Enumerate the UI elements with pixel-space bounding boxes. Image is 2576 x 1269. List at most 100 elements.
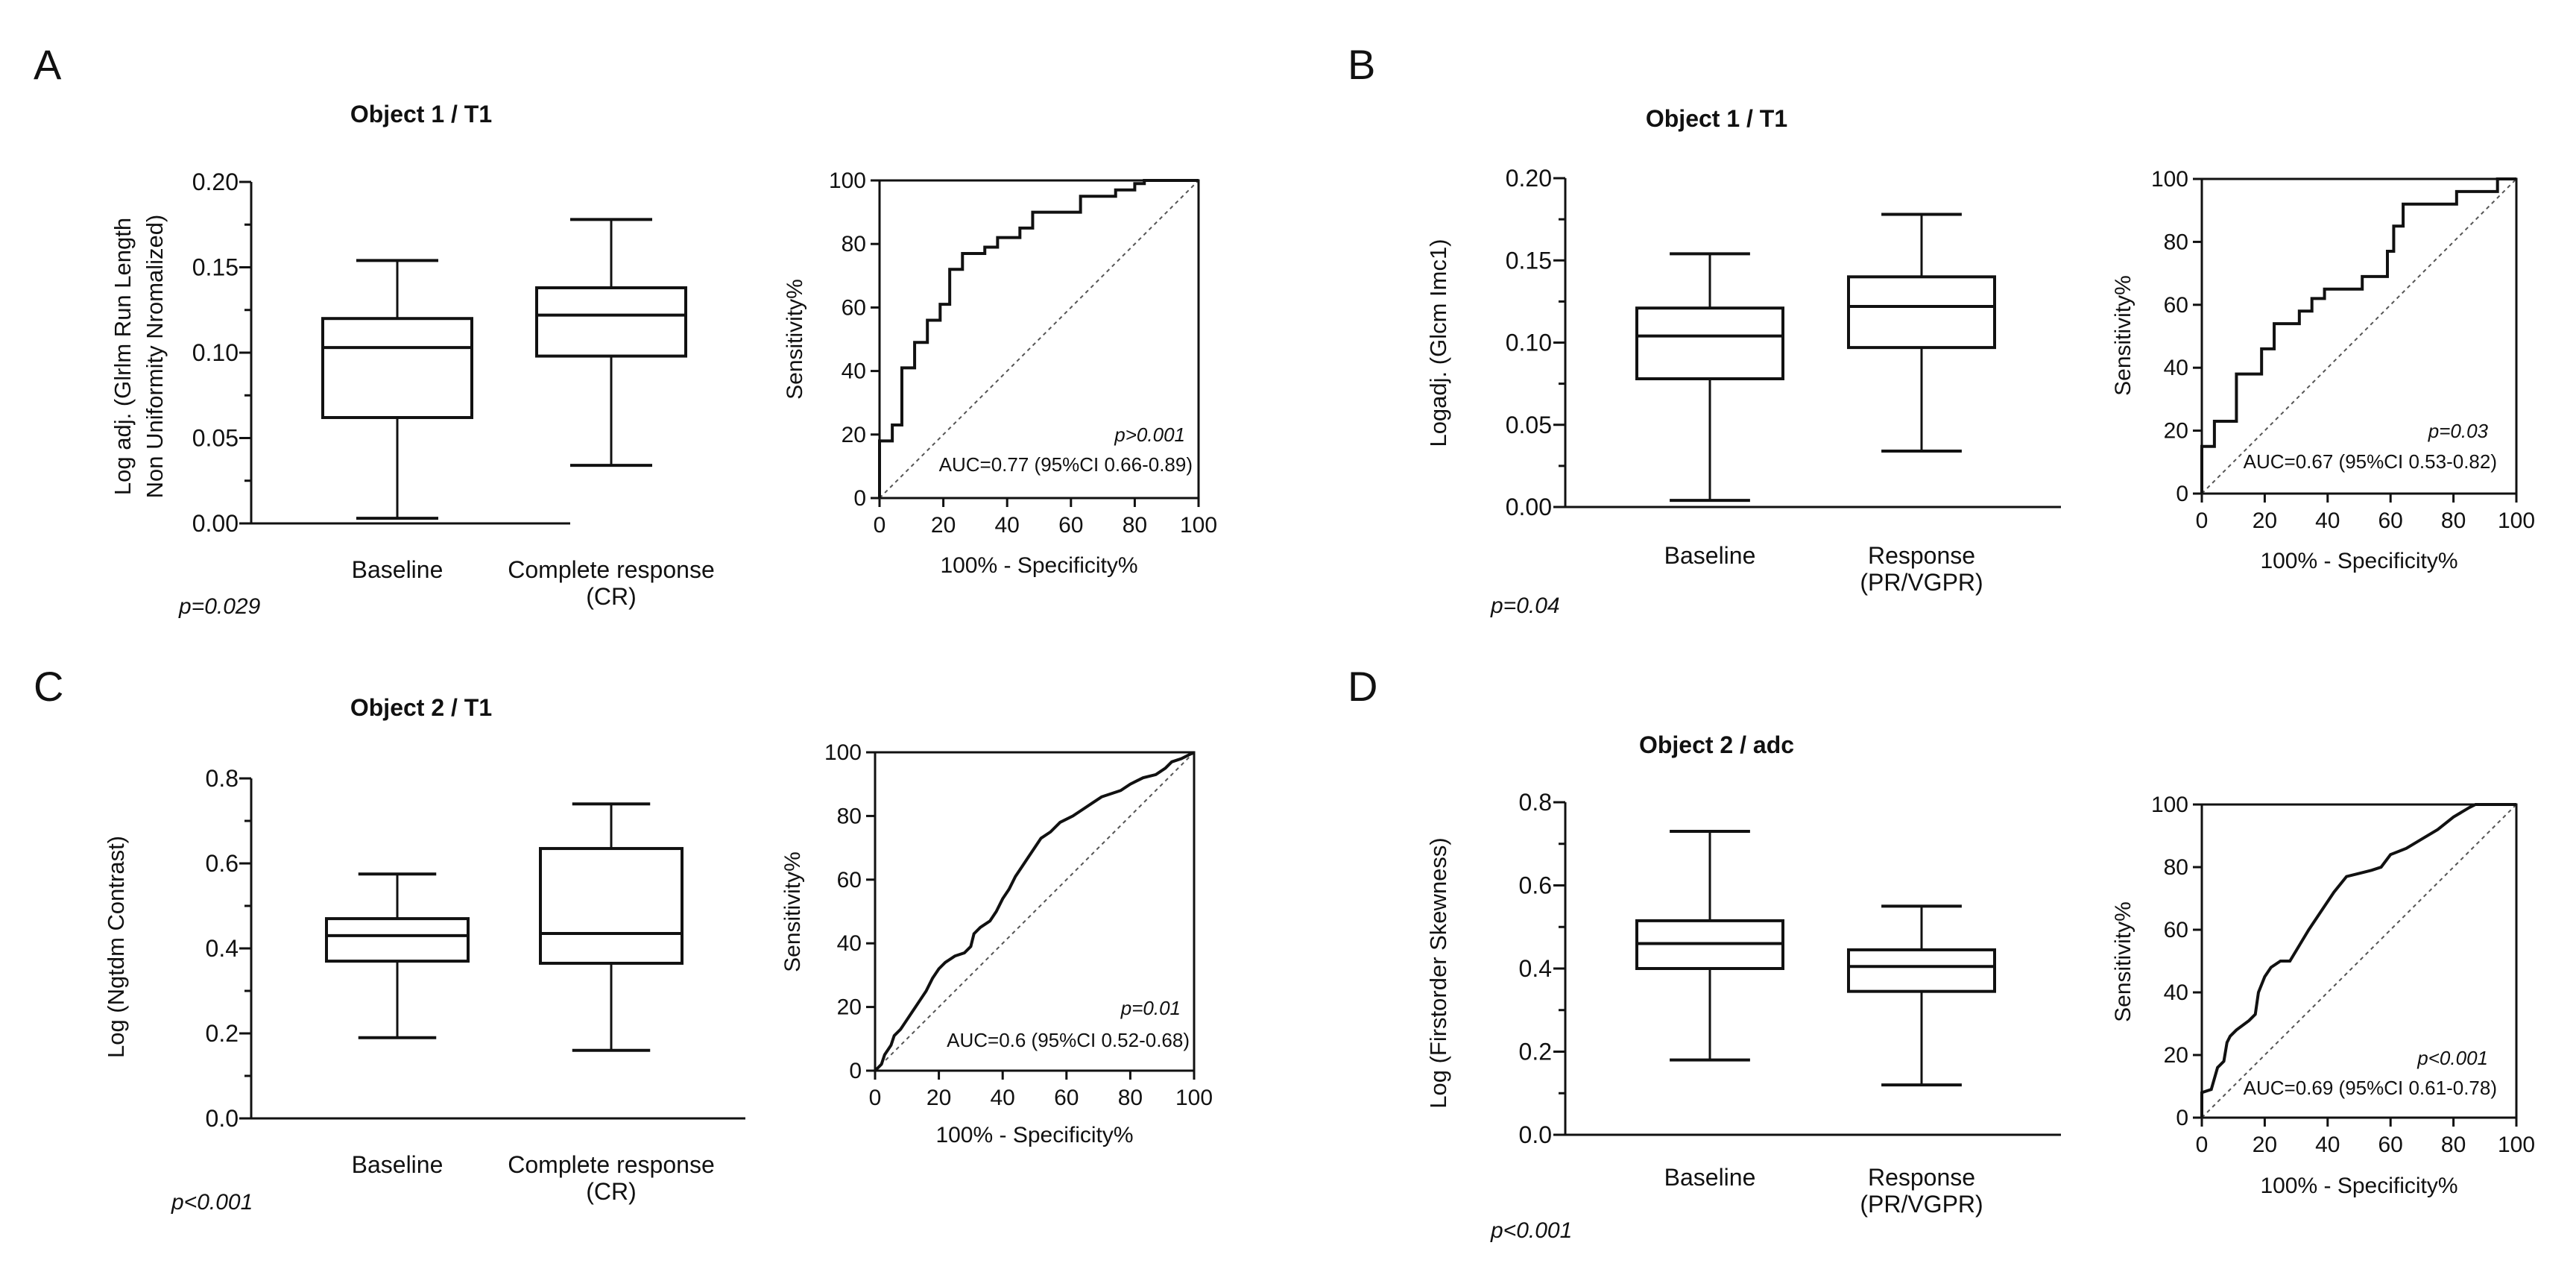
roc-x-tick-label: 40: [991, 1086, 1015, 1110]
roc-y-tick-label: 20: [837, 995, 862, 1020]
panel-title: Object 2 / T1: [350, 694, 492, 721]
roc-x-tick-label: 40: [2315, 508, 2340, 533]
box-category-label: (PR/VGPR): [1860, 1191, 1983, 1218]
roc-y-tick-label: 60: [842, 295, 866, 320]
box-iqr: [1635, 306, 1784, 381]
roc-frame: [874, 751, 1196, 1072]
box-iqr: [1847, 948, 1996, 993]
roc-auc-label: AUC=0.67 (95%CI 0.53-0.82): [2244, 450, 2497, 473]
panel-title: Object 2 / adc: [1639, 731, 1794, 758]
panel-letter-C: C: [34, 663, 63, 710]
roc-p-value: p=0.03: [2428, 420, 2489, 442]
roc-x-tick-label: 60: [2378, 1133, 2403, 1157]
box-y-tick-label: 0.00: [192, 510, 239, 537]
roc-frame: [2200, 177, 2518, 495]
roc-auc-label: AUC=0.77 (95%CI 0.66-0.89): [939, 453, 1193, 476]
box-y-axis-label: Logadj. (Glcm Imc1): [1425, 239, 1451, 447]
panel-title: Object 1 / T1: [1646, 105, 1787, 132]
roc-y-tick-label: 60: [837, 868, 862, 892]
roc-x-axis-label: 100% - Specificity%: [940, 553, 1137, 578]
roc-x-tick-label: 20: [931, 513, 956, 538]
roc-y-axis-label: Sensitivity%: [2111, 275, 2135, 396]
box-y-tick-label: 0.00: [1506, 494, 1552, 520]
roc-x-tick-label: 20: [2253, 508, 2277, 533]
panel-letter-D: D: [1348, 663, 1377, 710]
box-category-label: Response: [1868, 1164, 1975, 1191]
roc-y-tick-label: 60: [2164, 918, 2188, 942]
roc-curve: [2200, 803, 2516, 1118]
box-y-tick-label: 0.15: [192, 254, 239, 281]
roc-curve: [878, 179, 1199, 498]
box-y-tick-label: 0.0: [1519, 1121, 1552, 1148]
roc-y-tick-label: 40: [2164, 980, 2188, 1005]
roc-x-tick-label: 0: [2196, 1133, 2209, 1157]
roc-y-tick-label: 20: [842, 423, 866, 447]
roc-y-tick-label: 80: [837, 804, 862, 828]
roc-frame: [878, 179, 1200, 500]
box-y-tick-label: 0.8: [1519, 789, 1552, 816]
roc-x-axis-label: 100% - Specificity%: [2260, 549, 2457, 573]
panel-letter-A: A: [34, 41, 62, 88]
roc-x-tick-label: 100: [1180, 513, 1217, 538]
box-y-tick-label: 0.6: [1519, 872, 1552, 899]
box-category-label: Baseline: [1664, 542, 1756, 569]
box-iqr: [539, 847, 684, 965]
box-y-tick-label: 0.2: [1519, 1039, 1552, 1065]
roc-y-tick-label: 0: [853, 486, 866, 511]
roc-p-value: p<0.001: [2416, 1047, 2488, 1069]
roc-x-tick-label: 60: [1058, 513, 1083, 538]
roc-y-axis-label: Sensitivity%: [783, 279, 807, 400]
box-category-label: (CR): [586, 1178, 637, 1205]
roc-x-tick-label: 100: [1175, 1086, 1213, 1110]
roc-x-tick-label: 80: [1118, 1086, 1143, 1110]
roc-y-tick-label: 0: [849, 1059, 862, 1083]
p-value-label: p<0.001: [1490, 1218, 1572, 1243]
box-iqr: [321, 317, 473, 420]
box-y-tick-label: 0.8: [206, 765, 239, 792]
box-y-tick-label: 0.4: [1519, 955, 1552, 982]
roc-auc-label: AUC=0.6 (95%CI 0.52-0.68): [947, 1029, 1190, 1051]
roc-y-tick-label: 100: [2151, 167, 2188, 192]
roc-y-tick-label: 80: [2164, 230, 2188, 254]
box-category-label: (CR): [586, 583, 637, 610]
roc-x-tick-label: 60: [1054, 1086, 1079, 1110]
box-y-axis-label: Log adj. (Glrlm Run Length: [110, 218, 136, 495]
box-y-axis-label: Non Uniformity Nromalized): [142, 215, 168, 499]
box-y-tick-label: 0.20: [192, 169, 239, 195]
roc-x-tick-label: 80: [1123, 513, 1147, 538]
roc-y-tick-label: 40: [842, 359, 866, 384]
roc-y-tick-label: 80: [842, 232, 866, 256]
roc-x-tick-label: 0: [869, 1086, 882, 1110]
box-iqr: [325, 917, 470, 963]
roc-y-tick-label: 40: [2164, 356, 2188, 380]
roc-x-tick-label: 40: [2315, 1133, 2340, 1157]
panel-title: Object 1 / T1: [350, 101, 492, 127]
box-y-tick-label: 0.20: [1506, 165, 1552, 192]
roc-x-tick-label: 20: [926, 1086, 951, 1110]
box-y-tick-label: 0.6: [206, 850, 239, 877]
roc-y-tick-label: 0: [2176, 1106, 2188, 1130]
box-y-tick-label: 0.10: [1506, 330, 1552, 356]
roc-y-tick-label: 0: [2176, 482, 2188, 506]
roc-y-tick-label: 80: [2164, 855, 2188, 880]
box-y-axis-label: Log (Ngtdm Contrast): [103, 836, 129, 1058]
box-iqr: [535, 286, 687, 358]
box-category-label: Baseline: [352, 556, 443, 583]
box-y-axis-label: Log (Firstorder Skewness): [1425, 837, 1451, 1109]
roc-auc-label: AUC=0.69 (95%CI 0.61-0.78): [2244, 1077, 2497, 1099]
roc-x-axis-label: 100% - Specificity%: [935, 1123, 1133, 1147]
roc-y-tick-label: 40: [837, 931, 862, 956]
box-y-tick-label: 0.4: [206, 935, 239, 962]
p-value-label: p<0.001: [171, 1190, 253, 1215]
box-category-label: Baseline: [1664, 1164, 1756, 1191]
box-y-tick-label: 0.05: [192, 425, 239, 452]
roc-reference-diagonal: [2201, 178, 2517, 494]
roc-y-tick-label: 60: [2164, 293, 2188, 318]
roc-reference-diagonal: [2201, 804, 2517, 1118]
roc-x-tick-label: 100: [2498, 508, 2535, 533]
roc-y-tick-label: 100: [2151, 793, 2188, 817]
box-category-label: Baseline: [352, 1151, 443, 1178]
box-y-tick-label: 0.2: [206, 1020, 239, 1047]
roc-x-tick-label: 20: [2253, 1133, 2277, 1157]
roc-reference-diagonal: [874, 752, 1195, 1071]
